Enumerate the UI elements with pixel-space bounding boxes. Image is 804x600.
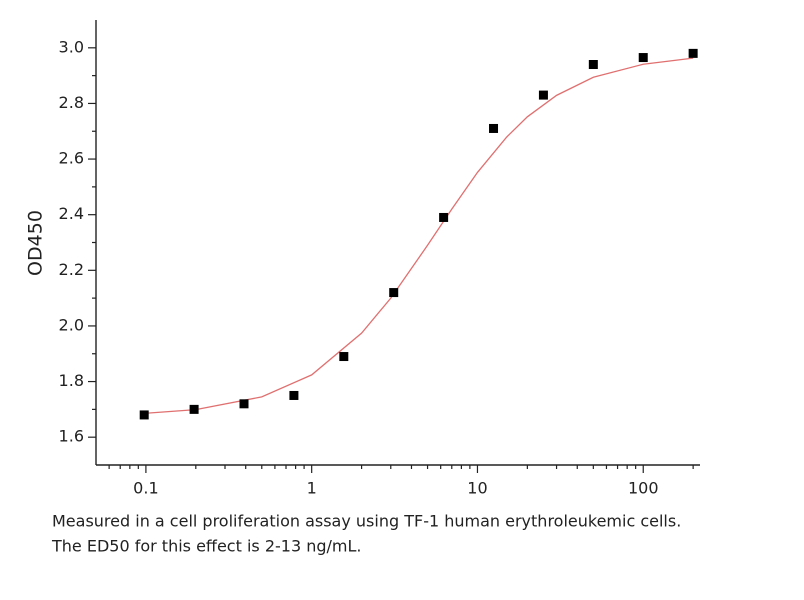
y-axis-label: OD450 [25,210,47,276]
data-point [139,410,149,420]
data-point [588,60,598,69]
fit-curve [145,57,694,414]
x-tick-label: 100 [628,479,659,498]
x-tick-label: 10 [467,479,487,498]
data-point [439,212,449,222]
x-tick-label: 1 [307,479,317,498]
data-point [638,53,648,63]
y-tick-label: 1.8 [59,371,84,390]
y-tick-label: 2.2 [59,260,84,279]
y-tick-label: 3.0 [59,37,84,56]
data-point [189,404,199,414]
y-tick-label: 2.6 [59,149,84,168]
data-point [538,90,548,100]
y-tick-label: 1.6 [59,427,84,446]
data-point [289,390,299,400]
y-tick-label: 2.4 [59,204,84,223]
data-point [688,48,698,58]
y-tick-label: 2.0 [59,315,84,334]
caption: Measured in a cell proliferation assay u… [52,512,681,531]
y-tick-label: 2.8 [59,93,84,112]
x-tick-label: 0.1 [133,479,158,498]
data-point [489,123,499,133]
data-point [339,352,349,362]
caption: The ED50 for this effect is 2-13 ng/mL. [51,537,362,556]
data-point [389,288,399,298]
data-point [239,399,249,409]
